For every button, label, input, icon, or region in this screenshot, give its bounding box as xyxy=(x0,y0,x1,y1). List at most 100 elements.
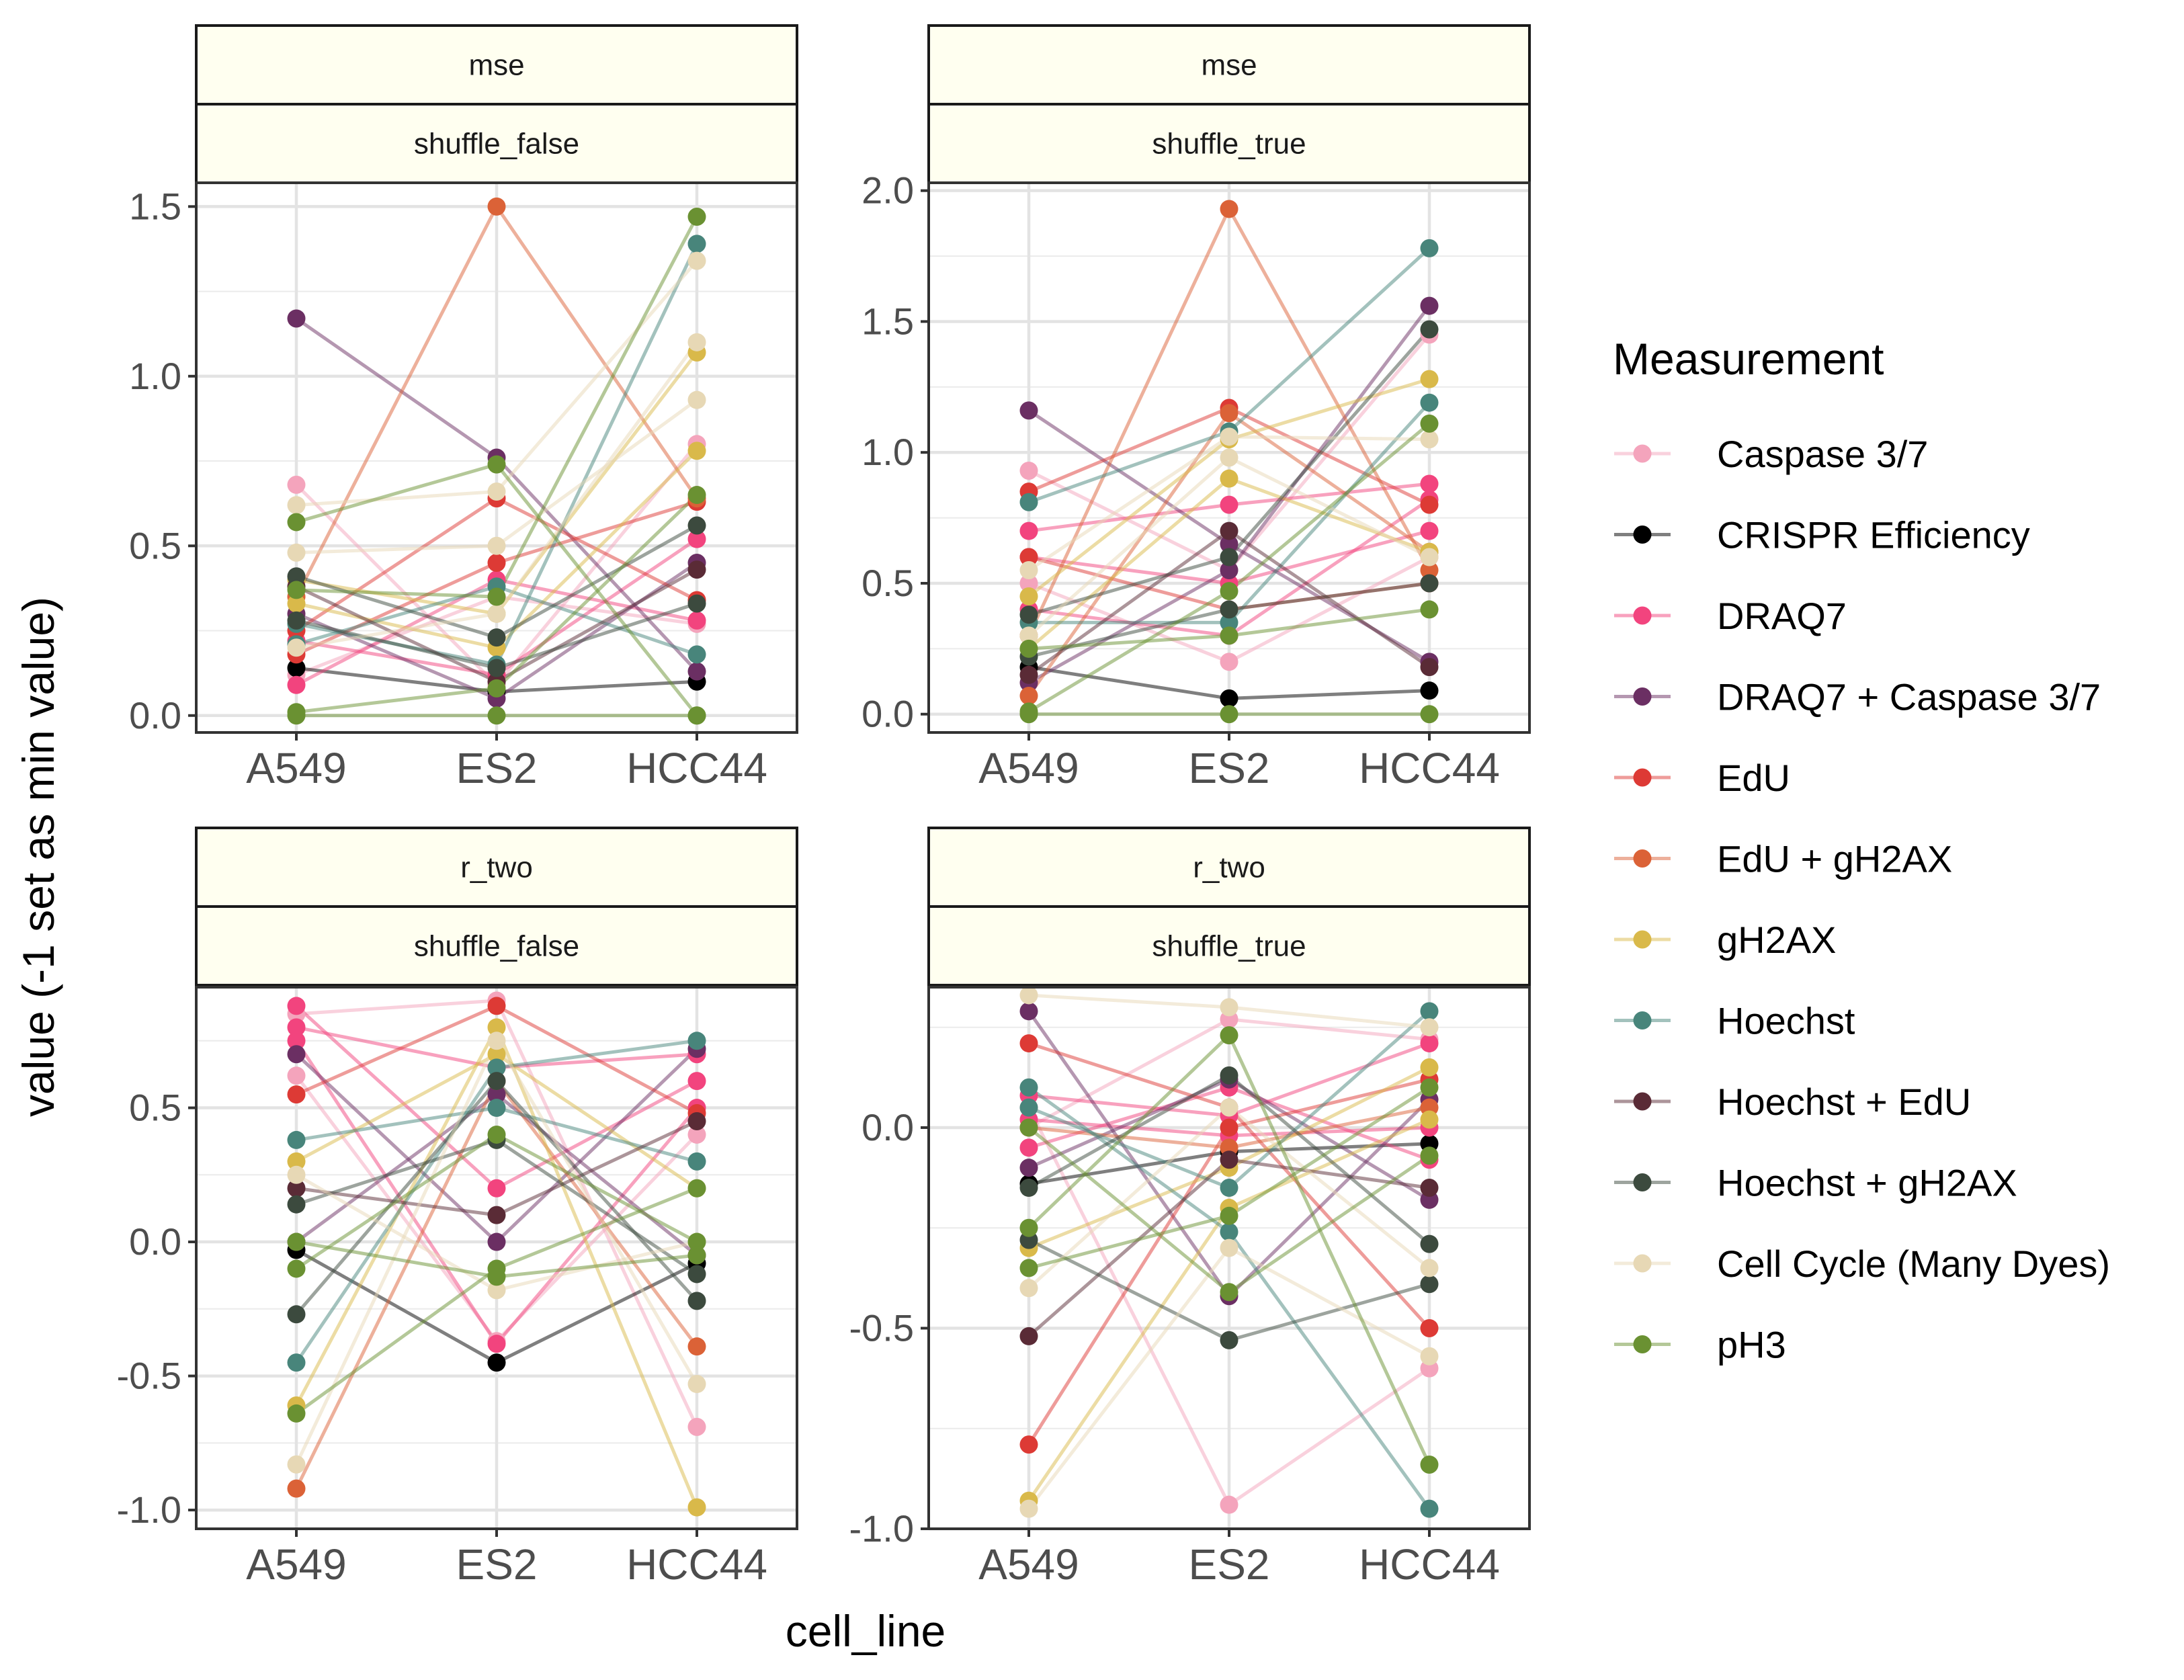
data-point xyxy=(687,486,706,505)
panel-data xyxy=(1019,987,1439,1518)
data-point xyxy=(1220,998,1238,1017)
data-point xyxy=(1220,521,1238,540)
facet-panel: mse shuffle_false 0.0 0.5 1.0 1.5 A549 ES2 HCC44 xyxy=(129,24,798,792)
data-point xyxy=(1019,574,1038,593)
legend: Measurement Caspase 3/7 CRISPR Efficiency… xyxy=(1613,334,2110,1366)
legend-item: DRAQ7 xyxy=(1614,595,1847,637)
data-point xyxy=(287,567,306,586)
data-point xyxy=(487,1232,506,1251)
data-point xyxy=(487,604,506,623)
data-point xyxy=(287,1353,306,1372)
facet-strip-top-label: mse xyxy=(1201,49,1257,82)
data-point xyxy=(1220,705,1238,724)
data-point xyxy=(687,1112,706,1131)
y-tick-label: -0.5 xyxy=(117,1355,182,1397)
legend-key-point xyxy=(1633,526,1652,544)
facet-strip-bottom-label: shuffle_true xyxy=(1152,128,1306,161)
data-point xyxy=(287,1130,306,1149)
legend-item-label: DRAQ7 + Caspase 3/7 xyxy=(1717,676,2101,718)
facet-panel: mse shuffle_true 0.0 0.5 1.0 1.5 2.0 A549 ES2 HCC… xyxy=(862,24,1531,792)
data-point xyxy=(1220,448,1238,467)
x-tick-label: A549 xyxy=(978,744,1079,792)
data-point xyxy=(687,1375,706,1394)
facet-strip-bottom-label: shuffle_false xyxy=(414,930,579,963)
data-point xyxy=(1420,370,1439,388)
legend-item-label: CRISPR Efficiency xyxy=(1717,514,2030,556)
y-tick-label: -0.5 xyxy=(849,1306,915,1349)
data-point xyxy=(1420,600,1439,619)
data-point xyxy=(1420,414,1439,433)
data-point xyxy=(687,1072,706,1091)
data-point xyxy=(1220,1238,1238,1257)
data-point xyxy=(487,1353,506,1372)
data-point xyxy=(1019,1078,1038,1097)
data-point xyxy=(287,1305,306,1324)
data-point xyxy=(1220,1118,1238,1137)
data-point xyxy=(1420,1146,1439,1165)
data-point xyxy=(687,645,706,664)
data-point xyxy=(287,1232,306,1251)
legend-key-point xyxy=(1633,768,1652,787)
legend-item-label: DRAQ7 xyxy=(1717,595,1847,637)
legend-key-point xyxy=(1633,606,1652,625)
data-point xyxy=(1420,296,1439,315)
y-tick-label: 1.0 xyxy=(862,431,914,473)
data-point xyxy=(1420,1275,1439,1294)
data-point xyxy=(287,581,306,599)
x-tick-label: HCC44 xyxy=(626,744,767,792)
data-point xyxy=(287,513,306,532)
y-tick-label: 2.0 xyxy=(862,169,914,212)
data-point xyxy=(1220,1206,1238,1225)
data-point xyxy=(487,1058,506,1077)
legend-item-label: Caspase 3/7 xyxy=(1717,433,1928,475)
data-point xyxy=(1220,469,1238,488)
data-point xyxy=(1019,1218,1038,1237)
facet-strip-top-box xyxy=(927,24,1531,106)
data-point xyxy=(287,1479,306,1498)
y-tick-label: 1.5 xyxy=(862,300,914,342)
legend-item: DRAQ7 + Caspase 3/7 xyxy=(1614,676,2101,718)
data-point xyxy=(487,197,506,216)
data-point xyxy=(487,1335,506,1353)
data-point xyxy=(1220,1331,1238,1349)
data-point xyxy=(1420,1318,1439,1337)
legend-key-point xyxy=(1633,1335,1652,1353)
facet-strip-bottom-label: shuffle_true xyxy=(1152,930,1306,963)
data-point xyxy=(487,587,506,606)
y-tick-label: -1.0 xyxy=(117,1488,182,1531)
legend-item: EdU xyxy=(1614,757,1790,799)
data-point xyxy=(487,997,506,1015)
legend-item: pH3 xyxy=(1614,1324,1786,1366)
data-point xyxy=(1019,639,1038,658)
x-axis-label: cell_line xyxy=(786,1606,946,1656)
data-point xyxy=(1019,1098,1038,1117)
legend-key-point xyxy=(1633,930,1652,949)
data-point xyxy=(687,1246,706,1265)
data-point xyxy=(687,1125,706,1144)
data-point xyxy=(1220,1150,1238,1169)
data-point xyxy=(287,496,306,515)
x-tick-label: ES2 xyxy=(456,1540,538,1589)
y-tick-label: 0.5 xyxy=(129,524,181,566)
data-point xyxy=(287,1018,306,1037)
facet-panel: r_two shuffle_false -1.0 -0.5 0.0 0.5 A549 ES2 H… xyxy=(117,827,798,1589)
panel-data xyxy=(287,991,706,1517)
data-point xyxy=(1220,404,1238,423)
data-point xyxy=(487,1045,506,1064)
data-point xyxy=(487,482,506,501)
data-point xyxy=(1220,1495,1238,1514)
data-point xyxy=(1019,587,1038,605)
data-point xyxy=(1220,582,1238,601)
data-point xyxy=(1220,1098,1238,1117)
data-point xyxy=(487,1281,506,1300)
data-point xyxy=(487,1179,506,1198)
data-point xyxy=(1019,493,1038,511)
data-point xyxy=(687,662,706,681)
data-point xyxy=(1420,1455,1439,1474)
legend-item: gH2AX xyxy=(1614,919,1836,961)
data-point xyxy=(287,475,306,494)
data-point xyxy=(287,1404,306,1423)
x-tick-label: HCC44 xyxy=(1359,744,1500,792)
legend-key-point xyxy=(1633,687,1652,706)
data-point xyxy=(1420,430,1439,449)
